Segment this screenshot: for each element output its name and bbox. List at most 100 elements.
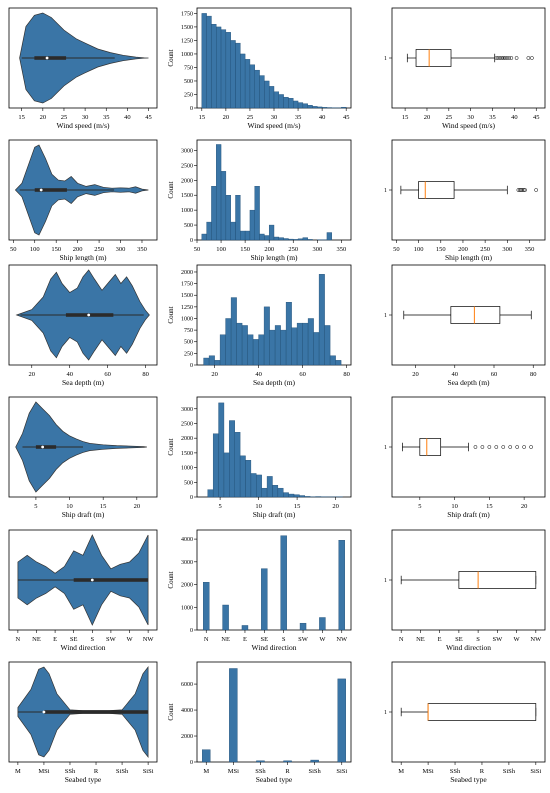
histogram-bar bbox=[307, 239, 313, 241]
histogram-bar bbox=[206, 15, 212, 109]
boxplot-xtick-label: MSi bbox=[423, 768, 434, 775]
histogram-bar bbox=[288, 238, 294, 241]
violin-xtick-label: SiSi bbox=[143, 768, 154, 775]
histogram-xtick-label: SW bbox=[298, 636, 309, 643]
histogram-bar bbox=[203, 582, 210, 631]
histogram-frame bbox=[196, 529, 352, 631]
histogram-bar bbox=[283, 492, 289, 498]
histogram-ytick-label: 1500 bbox=[181, 293, 193, 299]
histogram-bar bbox=[230, 40, 236, 109]
histogram-xtick-label: 25 bbox=[247, 114, 254, 121]
violin-xlabel: Ship length (m) bbox=[59, 253, 107, 262]
histogram-xtick-label: 300 bbox=[312, 246, 322, 253]
histogram-bar bbox=[202, 749, 211, 763]
histogram-bar bbox=[216, 144, 222, 241]
histogram-ytick-label: 6000 bbox=[181, 682, 193, 688]
histogram-ytick-label: 500 bbox=[184, 79, 193, 85]
histogram-bar bbox=[278, 94, 284, 109]
violin-xtick-label: 45 bbox=[145, 114, 152, 121]
boxplot-xtick-label: 20 bbox=[424, 114, 431, 121]
histogram-panel-2: 50 100 150 200 250 300 350 Ship length (m) 0 500 1… bbox=[167, 139, 352, 262]
histogram-xtick-label: W bbox=[319, 636, 326, 643]
histogram-bar bbox=[288, 98, 294, 109]
violin-xlabel: Sea depth (m) bbox=[62, 378, 105, 387]
histogram-bar bbox=[273, 91, 280, 109]
histogram-bar bbox=[326, 232, 332, 241]
histogram-ytick-label: 0 bbox=[190, 106, 193, 112]
histogram-bar bbox=[241, 625, 249, 631]
boxplot-xtick-label: W bbox=[514, 636, 521, 643]
histogram-xtick-label: SiSh bbox=[309, 768, 322, 775]
histogram-bar bbox=[229, 420, 235, 498]
histogram-ytick-label: 1750 bbox=[181, 282, 193, 288]
violin-xtick-label: 250 bbox=[94, 246, 104, 253]
box-outlier bbox=[501, 56, 506, 60]
histogram-ytick-label: 1000 bbox=[181, 605, 193, 611]
box-outlier bbox=[509, 56, 514, 60]
histogram-bar bbox=[207, 489, 214, 498]
histogram-ytick-label: 1000 bbox=[181, 52, 193, 58]
histogram-bar bbox=[268, 86, 275, 109]
violin-xtick-label: S bbox=[90, 636, 94, 643]
histogram-bar bbox=[312, 106, 318, 109]
histogram-bar bbox=[234, 432, 241, 498]
histogram-ytick-label: 4000 bbox=[181, 708, 193, 714]
histogram-bar bbox=[261, 487, 268, 498]
histogram-bar bbox=[240, 230, 246, 241]
histogram-bar bbox=[272, 485, 279, 498]
histogram-ytick-label: 1000 bbox=[181, 316, 193, 322]
box-iqr bbox=[415, 49, 452, 67]
histogram-ylabel: Count bbox=[167, 181, 175, 198]
histogram-ytick-label: 1000 bbox=[181, 208, 193, 214]
box-outlier bbox=[526, 56, 531, 60]
violin-median-dot bbox=[42, 710, 46, 714]
violin-panel-3: 20 40 60 80 Sea depth (m) bbox=[8, 264, 158, 387]
violin-xtick-label: 50 bbox=[10, 246, 17, 253]
violin-median-dot bbox=[87, 313, 91, 317]
violin-frame bbox=[8, 7, 158, 109]
histogram-bar bbox=[318, 274, 325, 366]
histogram-xtick-label: 350 bbox=[337, 246, 347, 253]
violin-xtick-label: SW bbox=[106, 636, 117, 643]
histogram-xtick-label: 20 bbox=[223, 114, 230, 121]
boxplot-xtick-label: SSh bbox=[450, 768, 461, 775]
boxplot-xtick-label: S bbox=[476, 636, 480, 643]
histogram-ytick-label: 0 bbox=[190, 495, 193, 501]
histogram-bar bbox=[329, 355, 336, 366]
violin-panel-5: N NE E SE S SW W NW Wind direction bbox=[8, 529, 158, 652]
histogram-xlabel: Ship draft (m) bbox=[253, 510, 296, 519]
violin-xtick-label: MSi bbox=[38, 768, 49, 775]
histogram-bar bbox=[293, 239, 299, 241]
histogram-xtick-label: E bbox=[243, 636, 247, 643]
histogram-ytick-label: 1500 bbox=[181, 25, 193, 31]
boxplot-xtick-label: SiSh bbox=[503, 768, 516, 775]
box-outlier bbox=[499, 56, 504, 60]
histogram-bar bbox=[203, 357, 210, 366]
histogram-bar bbox=[266, 476, 273, 498]
histogram-bar bbox=[273, 236, 280, 241]
histogram-xtick-label: 10 bbox=[255, 503, 262, 510]
histogram-ylabel: Count bbox=[167, 438, 175, 455]
violin-xtick-label: 40 bbox=[124, 114, 131, 121]
boxplot-xtick-label: N bbox=[399, 636, 404, 643]
violin-xlabel: Ship draft (m) bbox=[62, 510, 105, 519]
box-outlier bbox=[519, 188, 523, 192]
histogram-xtick-label: 100 bbox=[216, 246, 226, 253]
histogram-panel-3: 20 40 60 80 Sea depth (m) 0 250 500 750 1000 1250 1… bbox=[167, 264, 352, 387]
histogram-bar bbox=[307, 318, 314, 366]
histogram-bar bbox=[307, 105, 313, 109]
boxplot-xtick-label: SW bbox=[492, 636, 503, 643]
histogram-bar bbox=[293, 100, 299, 109]
histogram-bar bbox=[249, 209, 255, 241]
box-outlier bbox=[487, 445, 492, 449]
histogram-bar bbox=[338, 540, 345, 631]
histogram-ytick-label: 500 bbox=[184, 480, 193, 486]
violin-xlabel: Wind speed (m/s) bbox=[56, 121, 110, 130]
histogram-bar bbox=[235, 195, 241, 241]
boxplot-xtick-label: 250 bbox=[480, 246, 490, 253]
box-ytick-label: 1 bbox=[384, 56, 387, 62]
histogram-ytick-label: 0 bbox=[190, 628, 193, 634]
violin-xtick-label: 200 bbox=[73, 246, 83, 253]
histogram-xtick-label: SSh bbox=[255, 768, 266, 775]
